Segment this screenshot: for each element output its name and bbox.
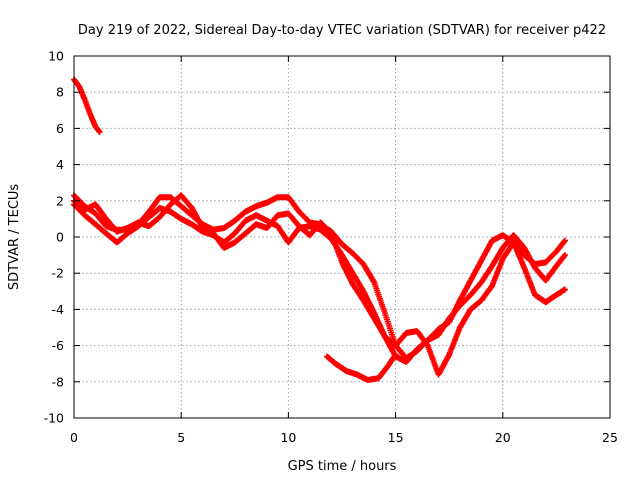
x-tick-label: 10: [280, 430, 296, 445]
grid: [74, 56, 610, 418]
chart-title: Day 219 of 2022, Sidereal Day-to-day VTE…: [78, 23, 606, 38]
x-axis-label: GPS time / hours: [288, 459, 397, 474]
y-tick-label: 10: [48, 49, 64, 64]
ticks: -10 -8 -6 -4 -2 0 2 4 6 8 10 0 5 10 15 20 25: [44, 49, 618, 446]
x-tick-label: 25: [602, 430, 618, 445]
data-markers: [71, 76, 103, 135]
data-layer: [71, 76, 568, 383]
y-tick-label: 6: [56, 121, 64, 136]
y-axis-label: SDTVAR / TECUs: [7, 184, 22, 291]
y-tick-label: 8: [56, 85, 64, 100]
y-tick-label: -6: [52, 338, 65, 353]
y-tick-label: 4: [56, 157, 64, 172]
x-tick-label: 20: [495, 430, 511, 445]
x-tick-label: 5: [177, 430, 185, 445]
y-tick-label: 2: [56, 193, 64, 208]
x-tick-label: 15: [388, 430, 404, 445]
data-markers: [324, 351, 399, 383]
series-arc-1: [71, 76, 103, 135]
y-tick-label: -10: [44, 411, 64, 426]
y-tick-label: -2: [52, 266, 64, 281]
x-tick-label: 0: [70, 430, 78, 445]
y-tick-label: -4: [52, 302, 65, 317]
y-tick-label: 0: [56, 230, 64, 245]
series-arc-5: [324, 351, 399, 383]
y-tick-label: -8: [52, 374, 65, 389]
